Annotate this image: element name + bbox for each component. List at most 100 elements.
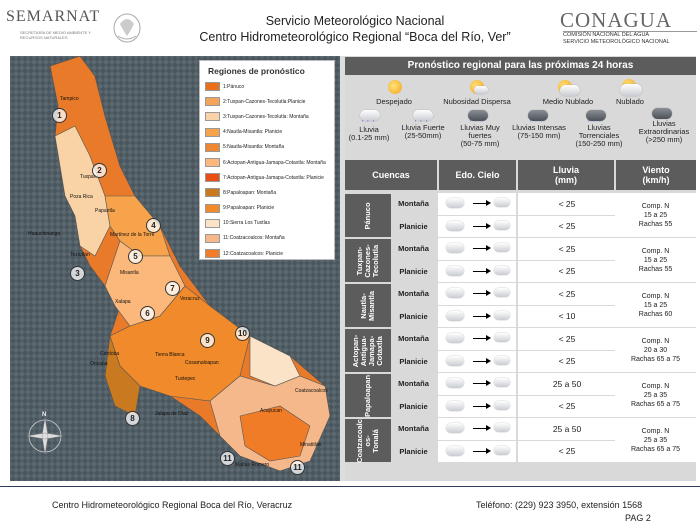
col-header-sky: Edo. Cielo: [439, 160, 516, 190]
trend-arrow-icon: [473, 446, 491, 455]
sky-cell: [438, 305, 516, 327]
town-cordoba: Córdoba: [100, 351, 120, 357]
rain-heavy-icon: [413, 110, 433, 121]
zone-cell: Montaña: [391, 238, 436, 260]
cloud-icon: [494, 400, 510, 410]
sky-cell: [438, 283, 516, 305]
sky-cell: [438, 395, 516, 417]
table-row: Planicie < 25: [391, 214, 696, 237]
legend-label: 2:Tuxpan-Cazones-Tecolutla:Planicie: [223, 98, 306, 105]
legend-item: 4:Nautla-Misantla: Planicie: [200, 125, 334, 140]
rain-drops-icon: ' ' ': [470, 120, 483, 127]
basin-label-cell: Pánuco: [345, 192, 391, 237]
town-poza-rica: Poza Rica: [70, 194, 93, 200]
trend-arrow-icon: [473, 266, 491, 275]
town-papantla: Papantla: [95, 208, 115, 214]
town-huauchinango: Huauchinango: [28, 231, 61, 237]
rain-cell: 25 a 50: [518, 418, 616, 440]
legend-label: 5:Nautla-Misantla: Montaña: [223, 144, 285, 151]
legend-label: 8:Papaloapan: Montaña: [223, 189, 277, 196]
town-cosamaloapan: Cosamaloapan: [185, 360, 219, 366]
cloud-icon: [446, 220, 464, 231]
legend-label: 6:Actopan-Antigua-Jamapa-Cotaxtla: Monta…: [223, 159, 326, 166]
forecast-title: Pronóstico regional para las próximas 24…: [345, 57, 696, 75]
trend-arrow-icon: [473, 199, 491, 207]
footer-phone: Teléfono: (229) 923 3950, extensión 1568: [476, 500, 643, 510]
table-row: Montaña 25 a 50: [391, 372, 696, 395]
cloud-icon: [494, 445, 510, 455]
col-header-wind: Viento (km/h): [616, 160, 696, 190]
cloud-icon: [494, 355, 510, 365]
sky-cell: [438, 260, 516, 282]
cloud-icon: [494, 333, 510, 342]
table-row: Planicie < 25: [391, 259, 696, 282]
semarnat-subtitle: SECRETARÍA DE MEDIO AMBIENTE Y RECURSOS …: [20, 30, 91, 40]
zone-cell: Montaña: [391, 418, 436, 440]
zone-cell: Montaña: [391, 373, 436, 395]
sky-cell: [438, 350, 516, 372]
region-coatza-plain: [239, 405, 311, 462]
cloud-icon: [446, 243, 464, 253]
rain-extraordinary-label: Lluvias Extraordinarias (>250 mm): [638, 119, 690, 144]
table-row: Planicie < 25: [391, 349, 696, 372]
legend-swatch: [205, 249, 220, 259]
trend-arrow-icon: [473, 379, 491, 387]
legend-label: 11:Coatzacoalcos: Montaña: [223, 235, 285, 242]
cloudy-icon: [620, 84, 642, 96]
legend-item: 8:Papaloapan: Montaña: [200, 185, 334, 200]
basin-name: Pánuco: [363, 201, 372, 230]
sky-cell: [438, 193, 516, 215]
zone-marker: 11: [220, 451, 235, 466]
col-header-cuencas: Cuencas: [345, 160, 437, 190]
title-line-1: Servicio Meteorológico Nacional: [265, 14, 445, 28]
zone-marker: 5: [128, 249, 143, 264]
basin-name: Papaloapan: [363, 374, 372, 417]
cloud-icon: [446, 378, 464, 388]
sky-cell: [438, 215, 516, 237]
rain-cell: < 25: [518, 328, 616, 350]
basin-label-cell: Coatzacoalc os- Tonalá: [345, 417, 391, 462]
conagua-divider: [563, 31, 697, 32]
title-line-2: Centro Hidrometeorológico Regional “Boca…: [199, 30, 511, 44]
partly-cloud-icon: [560, 85, 580, 96]
rain-extraordinary-icon: [652, 108, 672, 119]
conagua-sub-2: SERVICIO METEOROLÓGICO NACIONAL: [563, 38, 670, 45]
rain-drops-icon: ' ' ': [415, 120, 428, 127]
map-legend: Regiones de pronóstico 1:Pánuco 2:Tuxpan-…: [199, 60, 335, 260]
basin-name: Tuxpan- Cazones- Tecolutla: [355, 243, 380, 278]
wind-cell: Comp. N 15 a 25 Rachas 55: [615, 238, 696, 282]
cloud-icon: [446, 265, 464, 276]
rain-heavy-label: Lluvia Fuerte (25-50mm): [401, 123, 445, 140]
legend-label: 9:Papaloapan: Planicie: [223, 205, 275, 212]
sky-cell: [438, 373, 516, 395]
table-row: Montaña 25 a 50: [391, 417, 696, 440]
legend-item: 6:Actopan-Antigua-Jamapa-Cotaxtla: Monta…: [200, 155, 334, 170]
legend-swatch: [205, 112, 220, 122]
rain-intense-icon: [528, 110, 548, 121]
table-row: Montaña < 25: [391, 192, 696, 215]
sky-cell: [438, 440, 516, 462]
footer-center: Centro Hidrometeorológico Regional Boca …: [52, 500, 293, 510]
cloud-icon: [494, 220, 510, 230]
zone-cell: Planicie: [391, 305, 436, 327]
town-tuxpan: Tuxpan: [80, 174, 97, 180]
wind-cell: Comp. N 15 a 25 Rachas 55: [615, 193, 696, 237]
town-veracruz: Veracruz: [180, 296, 200, 302]
basin-label-cell: Papaloapan: [345, 372, 391, 417]
rain-cell: < 10: [518, 305, 616, 327]
legend-swatch: [205, 142, 220, 152]
cloud-icon: [446, 355, 464, 366]
trend-arrow-icon: [473, 289, 491, 297]
rain-drops-icon: ' ' ': [362, 120, 375, 127]
legend-swatch: [205, 233, 220, 243]
cloud-icon: [446, 198, 464, 208]
legend-item: 3:Tuxpan-Cazones-Tecolutla: Montaña: [200, 109, 334, 124]
cloud-icon: [494, 265, 510, 275]
cloud-icon: [494, 423, 510, 432]
table-row: Montaña < 25: [391, 237, 696, 260]
legend-item: 7:Actopan-Antigua-Jamapa-Cotaxtla: Plani…: [200, 170, 334, 185]
legend-label: 12:Coatzacoalcos: Planicie: [223, 250, 284, 257]
compass-north-label: N: [42, 412, 47, 418]
wind-cell: Comp. N 20 a 30 Rachas 65 a 75: [615, 328, 696, 372]
zone-marker: 2: [92, 163, 107, 178]
